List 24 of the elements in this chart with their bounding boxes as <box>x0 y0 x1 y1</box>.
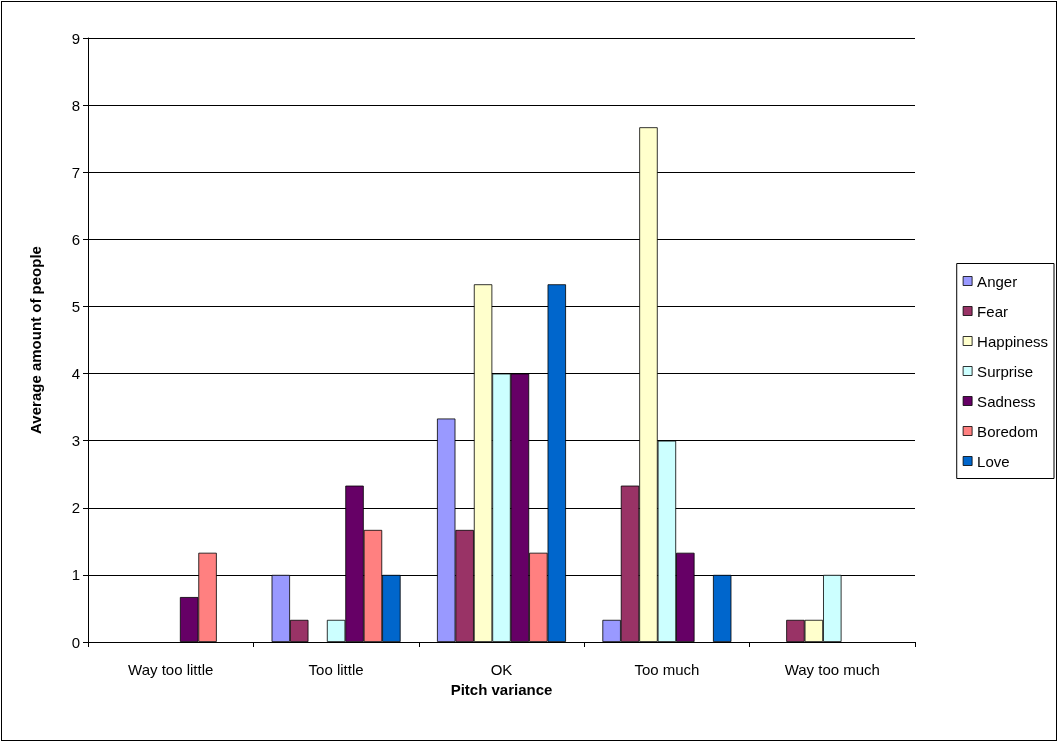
x-tick-label: Way too little <box>128 661 214 678</box>
y-tick-label: 2 <box>71 499 80 517</box>
legend-label: Surprise <box>977 362 1033 380</box>
y-tick-label: 3 <box>71 432 80 450</box>
legend-label: Happiness <box>977 332 1049 350</box>
y-tick-label: 8 <box>71 96 80 114</box>
y-tick-label: 5 <box>71 297 80 315</box>
legend-label: Sadness <box>977 392 1036 410</box>
legend-label: Anger <box>977 272 1018 290</box>
x-tick-label: Too little <box>308 661 364 678</box>
y-tick-label: 0 <box>71 633 80 651</box>
x-tick-label: Too much <box>634 661 700 678</box>
legend-label: Boredom <box>977 422 1038 440</box>
x-tick-label: OK <box>490 661 513 678</box>
y-tick-label: 9 <box>71 29 80 47</box>
y-tick-label: 6 <box>71 230 80 248</box>
y-tick-label: 4 <box>71 365 80 383</box>
y-tick-label: 1 <box>71 566 80 584</box>
legend-label: Fear <box>977 302 1008 320</box>
y-tick-label: 7 <box>71 163 80 181</box>
legend-label: Love <box>977 452 1010 470</box>
x-tick-label: Way too much <box>784 661 880 678</box>
x-axis-title: Pitch variance <box>450 680 553 698</box>
y-axis-title: Average amount of people <box>27 246 44 434</box>
